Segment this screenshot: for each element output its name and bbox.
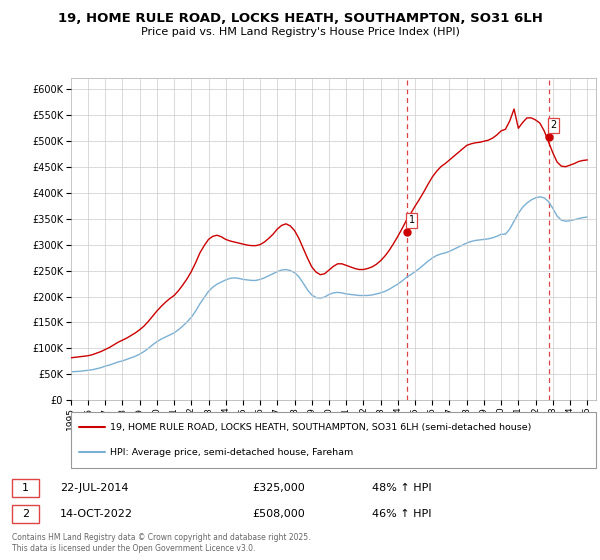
Text: Price paid vs. HM Land Registry's House Price Index (HPI): Price paid vs. HM Land Registry's House … (140, 27, 460, 37)
Text: 14-OCT-2022: 14-OCT-2022 (60, 509, 133, 519)
Text: £325,000: £325,000 (252, 483, 305, 493)
Text: 19, HOME RULE ROAD, LOCKS HEATH, SOUTHAMPTON, SO31 6LH (semi-detached house): 19, HOME RULE ROAD, LOCKS HEATH, SOUTHAM… (110, 423, 532, 432)
Text: Contains HM Land Registry data © Crown copyright and database right 2025.
This d: Contains HM Land Registry data © Crown c… (12, 533, 311, 553)
Text: 1: 1 (409, 215, 415, 225)
Text: 1: 1 (22, 483, 29, 493)
Text: 46% ↑ HPI: 46% ↑ HPI (372, 509, 431, 519)
Text: 2: 2 (550, 120, 557, 130)
Text: £508,000: £508,000 (252, 509, 305, 519)
Text: 2: 2 (22, 509, 29, 519)
Text: 22-JUL-2014: 22-JUL-2014 (60, 483, 128, 493)
Text: HPI: Average price, semi-detached house, Fareham: HPI: Average price, semi-detached house,… (110, 448, 353, 457)
Text: 19, HOME RULE ROAD, LOCKS HEATH, SOUTHAMPTON, SO31 6LH: 19, HOME RULE ROAD, LOCKS HEATH, SOUTHAM… (58, 12, 542, 25)
Text: 48% ↑ HPI: 48% ↑ HPI (372, 483, 431, 493)
